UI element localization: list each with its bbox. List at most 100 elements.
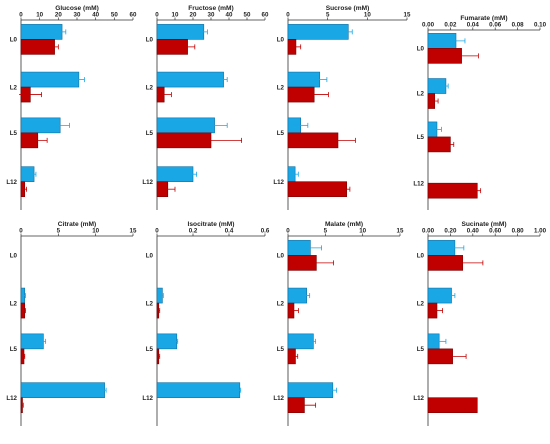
category-label: L0 bbox=[10, 37, 18, 44]
panel: Sucinate (mM) 0.00 0.20 0.40 0.60 0.80 1.00 L0 L… bbox=[413, 221, 547, 426]
category-label: L2 bbox=[10, 84, 18, 91]
blue-bar bbox=[20, 166, 35, 182]
x-tick-label: 0.10 bbox=[534, 22, 547, 29]
category-label: L0 bbox=[277, 37, 285, 44]
category-label: L5 bbox=[277, 130, 285, 137]
panel: Fumarate (mM) 0.00 0.02 0.04 0.06 0.08 0.10 L0 L… bbox=[413, 15, 547, 210]
blue-bar bbox=[20, 333, 44, 350]
category-label: L0 bbox=[277, 253, 285, 260]
category-label: L12 bbox=[142, 395, 153, 402]
x-tick-label: 10 bbox=[92, 228, 99, 235]
x-tick-label: 60 bbox=[130, 12, 137, 19]
category-label: L5 bbox=[146, 346, 154, 353]
category-label: L0 bbox=[417, 46, 425, 53]
x-tick-label: 5 bbox=[57, 228, 61, 235]
category-label: L2 bbox=[10, 300, 18, 307]
x-tick-label: 0.04 bbox=[467, 22, 480, 29]
panel: Citrate (mM) 0 5 10 15 L0 L2 L5 L12 bbox=[6, 221, 137, 426]
category-label: L5 bbox=[10, 130, 18, 137]
x-tick-label: 40 bbox=[92, 12, 99, 19]
category-label: L0 bbox=[146, 37, 154, 44]
x-tick-label: 0.00 bbox=[422, 22, 435, 29]
category-label: L0 bbox=[146, 253, 154, 260]
x-tick-label: 1.00 bbox=[534, 228, 547, 235]
x-tick-label: 0.6 bbox=[261, 228, 270, 235]
category-label: L12 bbox=[413, 180, 424, 187]
red-bar bbox=[427, 397, 478, 413]
x-tick-label: 0.06 bbox=[489, 22, 502, 29]
category-label: L5 bbox=[417, 346, 425, 353]
x-tick-label: 20 bbox=[55, 12, 62, 19]
blue-bar bbox=[156, 382, 241, 398]
x-tick-label: 20 bbox=[190, 12, 197, 19]
x-tick-label: 0.4 bbox=[225, 228, 234, 235]
x-tick-label: 10 bbox=[36, 12, 43, 19]
panel-title: Sucrose (mM) bbox=[326, 5, 370, 12]
x-tick-label: 0 bbox=[155, 12, 159, 19]
blue-bar bbox=[427, 78, 447, 94]
x-tick-label: 0.2 bbox=[189, 228, 198, 235]
x-tick-label: 0.80 bbox=[512, 228, 525, 235]
category-label: L2 bbox=[277, 300, 285, 307]
category-label: L12 bbox=[413, 395, 424, 402]
x-tick-label: 0.02 bbox=[444, 22, 457, 29]
blue-bar bbox=[156, 166, 194, 182]
red-bar bbox=[20, 39, 55, 55]
x-tick-label: 30 bbox=[74, 12, 81, 19]
x-tick-label: 50 bbox=[111, 12, 118, 19]
x-tick-label: 50 bbox=[244, 12, 251, 19]
x-tick-label: 0 bbox=[155, 228, 159, 235]
blue-bar bbox=[156, 71, 224, 88]
panel: Malate (mM) 0 5 10 15 L0 L2 L5 L12 bbox=[273, 221, 404, 426]
panel: Isocitrate (mM) 0 0.2 0.4 0.6 L0 L2 L5 L12 bbox=[142, 221, 270, 426]
category-label: L5 bbox=[417, 134, 425, 141]
x-tick-label: 0 bbox=[286, 12, 290, 19]
category-label: L2 bbox=[417, 300, 425, 307]
blue-bar bbox=[20, 71, 80, 88]
category-label: L12 bbox=[273, 395, 284, 402]
category-label: L12 bbox=[273, 179, 284, 186]
panel-title: Isocitrate (mM) bbox=[188, 221, 235, 228]
x-tick-label: 10 bbox=[364, 12, 371, 19]
red-bar bbox=[287, 181, 348, 197]
blue-bar bbox=[427, 287, 452, 304]
panel-title: Fructose (mM) bbox=[188, 5, 233, 12]
panel-title: Fumarate (mM) bbox=[460, 15, 507, 22]
panel: Glucose (mM) 0 10 20 30 40 50 60 L0 L2 L5 L12 bbox=[6, 5, 137, 210]
category-label: L0 bbox=[417, 253, 425, 260]
x-tick-label: 30 bbox=[208, 12, 215, 19]
category-label: L5 bbox=[10, 346, 18, 353]
category-label: L5 bbox=[146, 130, 154, 137]
panel-title: Malate (mM) bbox=[325, 221, 363, 228]
blue-bar bbox=[20, 24, 63, 40]
x-tick-label: 10 bbox=[172, 12, 179, 19]
x-tick-label: 0 bbox=[19, 228, 23, 235]
panel-title: Sucinate (mM) bbox=[461, 221, 506, 228]
x-tick-label: 0 bbox=[19, 12, 23, 19]
x-tick-label: 0.08 bbox=[512, 22, 525, 29]
x-tick-label: 40 bbox=[226, 12, 233, 19]
category-label: L2 bbox=[146, 84, 154, 91]
x-tick-label: 15 bbox=[397, 228, 404, 235]
category-label: L5 bbox=[277, 346, 285, 353]
blue-bar bbox=[287, 382, 334, 398]
panel-title: Citrate (mM) bbox=[58, 221, 96, 228]
x-tick-label: 5 bbox=[326, 12, 330, 19]
x-tick-label: 60 bbox=[262, 12, 269, 19]
x-tick-label: 10 bbox=[359, 228, 366, 235]
blue-bar bbox=[287, 333, 314, 350]
x-tick-label: 0.00 bbox=[422, 228, 435, 235]
x-tick-label: 15 bbox=[404, 12, 411, 19]
blue-bar bbox=[156, 24, 205, 40]
category-label: L2 bbox=[146, 300, 154, 307]
category-label: L2 bbox=[277, 84, 285, 91]
category-label: L12 bbox=[6, 395, 17, 402]
category-label: L12 bbox=[6, 179, 17, 186]
panel: Sucrose (mM) 0 5 10 15 L0 L2 L5 L12 bbox=[273, 5, 411, 210]
category-label: L2 bbox=[417, 91, 425, 98]
x-tick-label: 0 bbox=[286, 228, 290, 235]
x-tick-label: 0.40 bbox=[467, 228, 480, 235]
blue-bar bbox=[20, 382, 105, 398]
